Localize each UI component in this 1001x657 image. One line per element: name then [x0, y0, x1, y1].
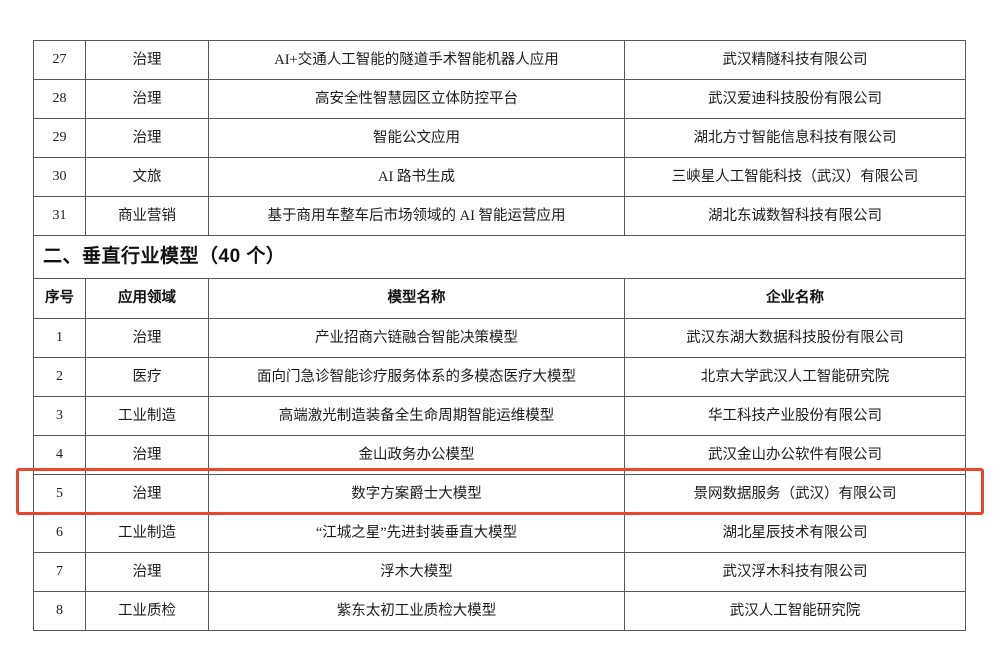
table-row: 4 治理 金山政务办公模型 武汉金山办公软件有限公司 [33, 435, 966, 475]
cell-no: 27 [33, 40, 86, 80]
cell-domain: 工业质检 [85, 591, 209, 631]
table-row: 6 工业制造 “江城之星”先进封装垂直大模型 湖北星辰技术有限公司 [33, 513, 966, 553]
cell-domain: 治理 [85, 79, 209, 119]
table-row: 1 治理 产业招商六链融合智能决策模型 武汉东湖大数据科技股份有限公司 [33, 318, 966, 358]
cell-no: 31 [33, 196, 86, 236]
col-header-no: 序号 [33, 278, 86, 319]
section-heading: 二、垂直行业模型（40 个） [33, 235, 966, 279]
cell-no: 8 [33, 591, 86, 631]
cell-company: 武汉爱迪科技股份有限公司 [624, 79, 966, 119]
cell-model: 高端激光制造装备全生命周期智能运维模型 [208, 396, 625, 436]
cell-company: 武汉浮木科技有限公司 [624, 552, 966, 592]
col-header-company: 企业名称 [624, 278, 966, 319]
cell-no: 7 [33, 552, 86, 592]
table-row-highlighted: 5 治理 数字方案爵士大模型 景网数据服务（武汉）有限公司 [33, 474, 966, 514]
cell-company: 华工科技产业股份有限公司 [624, 396, 966, 436]
table-row: 31 商业营销 基于商用车整车后市场领域的 AI 智能运营应用 湖北东诚数智科技… [33, 196, 966, 236]
cell-company: 湖北方寸智能信息科技有限公司 [624, 118, 966, 158]
cell-no: 28 [33, 79, 86, 119]
cell-domain: 治理 [85, 435, 209, 475]
cell-no: 5 [33, 474, 86, 514]
table-row: 7 治理 浮木大模型 武汉浮木科技有限公司 [33, 552, 966, 592]
cell-company: 武汉金山办公软件有限公司 [624, 435, 966, 475]
cell-no: 3 [33, 396, 86, 436]
cell-model: AI 路书生成 [208, 157, 625, 197]
cell-domain: 医疗 [85, 357, 209, 397]
cell-domain: 治理 [85, 118, 209, 158]
cell-no: 4 [33, 435, 86, 475]
cell-company: 三峡星人工智能科技（武汉）有限公司 [624, 157, 966, 197]
cell-domain: 商业营销 [85, 196, 209, 236]
cell-model: 产业招商六链融合智能决策模型 [208, 318, 625, 358]
table-row: 27 治理 AI+交通人工智能的隧道手术智能机器人应用 武汉精隧科技有限公司 [33, 40, 966, 80]
table-row: 30 文旅 AI 路书生成 三峡星人工智能科技（武汉）有限公司 [33, 157, 966, 197]
section-heading-row: 二、垂直行业模型（40 个） [33, 235, 966, 279]
cell-model: 紫东太初工业质检大模型 [208, 591, 625, 631]
cell-domain: 治理 [85, 40, 209, 80]
cell-domain: 治理 [85, 552, 209, 592]
cell-model: 金山政务办公模型 [208, 435, 625, 475]
cell-company: 北京大学武汉人工智能研究院 [624, 357, 966, 397]
table-row: 8 工业质检 紫东太初工业质检大模型 武汉人工智能研究院 [33, 591, 966, 631]
cell-domain: 文旅 [85, 157, 209, 197]
cell-domain: 治理 [85, 474, 209, 514]
cell-no: 6 [33, 513, 86, 553]
cell-no: 2 [33, 357, 86, 397]
cell-company: 湖北东诚数智科技有限公司 [624, 196, 966, 236]
cell-domain: 工业制造 [85, 396, 209, 436]
col-header-domain: 应用领域 [85, 278, 209, 319]
cell-company: 湖北星辰技术有限公司 [624, 513, 966, 553]
cell-company: 武汉东湖大数据科技股份有限公司 [624, 318, 966, 358]
cell-company: 武汉精隧科技有限公司 [624, 40, 966, 80]
cell-model: 面向门急诊智能诊疗服务体系的多模态医疗大模型 [208, 357, 625, 397]
cell-no: 29 [33, 118, 86, 158]
models-table: 27 治理 AI+交通人工智能的隧道手术智能机器人应用 武汉精隧科技有限公司 2… [33, 40, 966, 631]
cell-no: 1 [33, 318, 86, 358]
cell-model: “江城之星”先进封装垂直大模型 [208, 513, 625, 553]
cell-company: 景网数据服务（武汉）有限公司 [624, 474, 966, 514]
table-row: 2 医疗 面向门急诊智能诊疗服务体系的多模态医疗大模型 北京大学武汉人工智能研究… [33, 357, 966, 397]
table-body: 27 治理 AI+交通人工智能的隧道手术智能机器人应用 武汉精隧科技有限公司 2… [33, 40, 966, 631]
cell-model: 基于商用车整车后市场领域的 AI 智能运营应用 [208, 196, 625, 236]
cell-model: 浮木大模型 [208, 552, 625, 592]
cell-domain: 工业制造 [85, 513, 209, 553]
cell-model: 数字方案爵士大模型 [208, 474, 625, 514]
table-row: 29 治理 智能公文应用 湖北方寸智能信息科技有限公司 [33, 118, 966, 158]
table-row: 3 工业制造 高端激光制造装备全生命周期智能运维模型 华工科技产业股份有限公司 [33, 396, 966, 436]
column-header-row: 序号 应用领域 模型名称 企业名称 [33, 278, 966, 319]
cell-model: 高安全性智慧园区立体防控平台 [208, 79, 625, 119]
cell-company: 武汉人工智能研究院 [624, 591, 966, 631]
cell-model: AI+交通人工智能的隧道手术智能机器人应用 [208, 40, 625, 80]
col-header-model: 模型名称 [208, 278, 625, 319]
table-row: 28 治理 高安全性智慧园区立体防控平台 武汉爱迪科技股份有限公司 [33, 79, 966, 119]
cell-domain: 治理 [85, 318, 209, 358]
cell-model: 智能公文应用 [208, 118, 625, 158]
cell-no: 30 [33, 157, 86, 197]
